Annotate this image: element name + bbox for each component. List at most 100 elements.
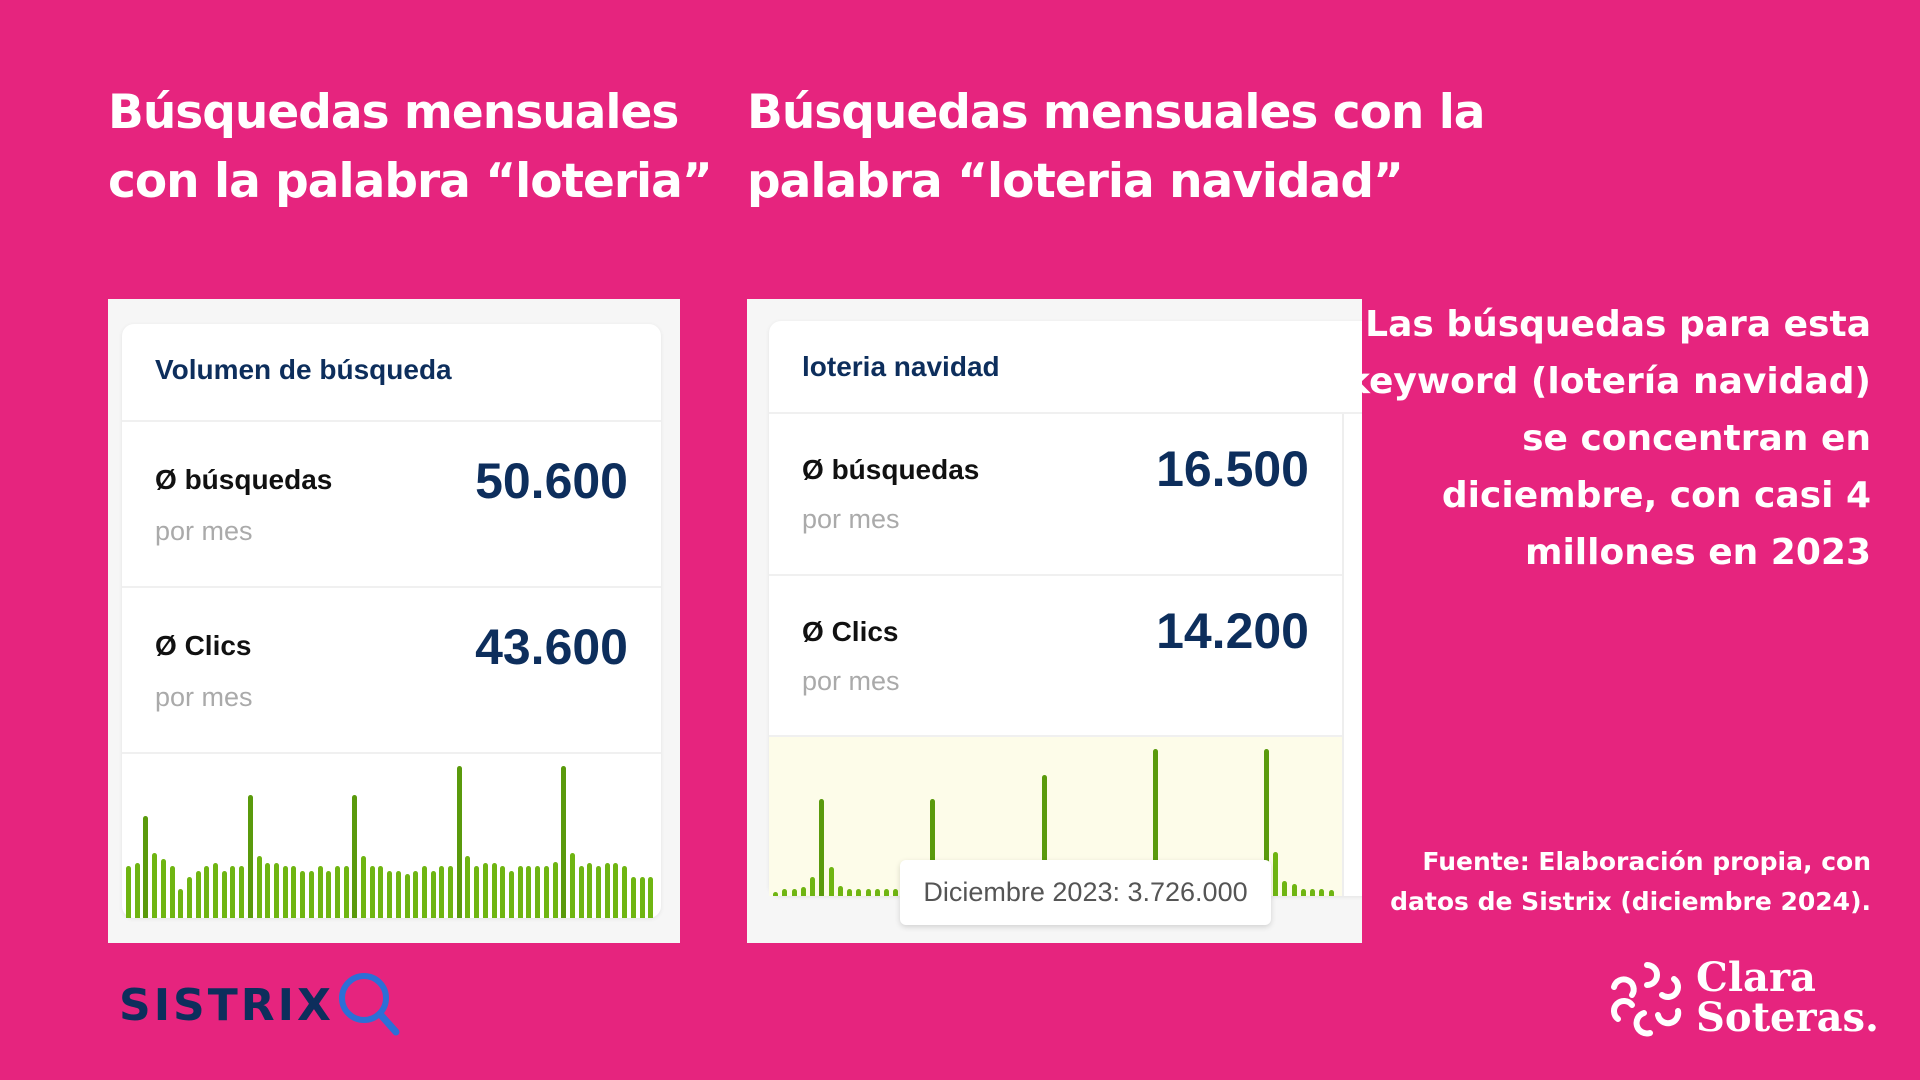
row-sub: por mes	[155, 682, 253, 712]
chart-bar	[791, 888, 797, 896]
chart-bar	[578, 866, 584, 918]
card-header: loteria navidad	[802, 351, 1000, 382]
chart-bar	[326, 870, 332, 918]
chart-bar	[526, 866, 532, 918]
row-value: 43.600	[475, 619, 628, 675]
clara-soteras-logo: Clara Soteras.	[1604, 955, 1879, 1041]
chart-bar	[930, 798, 936, 896]
row-label: Clics	[831, 616, 899, 647]
chart-bar	[430, 870, 436, 918]
chart-bar	[1152, 749, 1158, 896]
row-value: 16.500	[1156, 441, 1309, 497]
sistrix-logo: SISTRIX	[119, 970, 404, 1040]
chart-bar	[204, 866, 210, 918]
flower-icon	[1611, 962, 1682, 1037]
chart-bar	[256, 855, 262, 918]
row-label: búsquedas	[831, 454, 980, 485]
row-sub: por mes	[155, 516, 253, 546]
title-loteria: Búsquedas mensuales con la palabra “loter…	[108, 85, 713, 209]
chart-bar	[491, 863, 497, 918]
chart-bar	[465, 855, 471, 918]
chart-bar	[334, 866, 340, 918]
search-icon	[338, 973, 400, 1036]
chart-bar	[865, 888, 871, 896]
left-screenshot: Volumen de búsqueda Ø búsquedas por mes …	[108, 299, 680, 943]
side-note: Las búsquedas para esta keyword (lotería …	[1346, 304, 1871, 573]
chart-bar	[352, 794, 358, 918]
chart-bar	[856, 888, 862, 896]
chart-bar	[596, 866, 602, 918]
title-loteria-navidad: Búsquedas mensuales con la palabra “loter…	[747, 85, 1486, 209]
chart-bar	[230, 866, 236, 918]
chart-bar	[782, 888, 788, 896]
chart-bar	[300, 870, 306, 918]
chart-bar	[143, 816, 149, 918]
row-label: Clics	[184, 630, 252, 661]
chart-bar	[819, 798, 825, 896]
chart-bar	[648, 876, 654, 918]
chart-bar	[317, 866, 323, 918]
right-screenshot: loteria navidad Ø búsquedas por mes 16.5…	[747, 299, 1362, 943]
chart-bar	[282, 866, 288, 918]
chart-bar	[1041, 775, 1047, 896]
average-icon: Ø	[802, 616, 824, 647]
chart-bar	[1291, 884, 1297, 896]
chart-bar	[273, 863, 279, 918]
chart-bar	[500, 866, 506, 918]
clicks-row: Ø Clics por mes 43.600	[122, 588, 661, 754]
searches-row: Ø búsquedas por mes 50.600	[122, 422, 661, 588]
row-sub: por mes	[802, 504, 900, 534]
chart-bar	[395, 870, 401, 918]
average-icon: Ø	[155, 464, 177, 495]
chart-bar	[569, 852, 575, 918]
chart-bar	[343, 866, 349, 918]
chart-bar	[561, 766, 567, 918]
chart-bar	[1310, 888, 1316, 896]
chart-bar	[613, 863, 619, 918]
chart-bar	[622, 866, 628, 918]
row-label: búsquedas	[184, 464, 333, 495]
chart-bar	[1300, 888, 1306, 896]
chart-bar	[239, 866, 245, 918]
keyword-card: loteria navidad Ø búsquedas por mes 16.5…	[769, 321, 1362, 896]
chart-bar	[404, 873, 410, 918]
chart-bar	[387, 870, 393, 918]
chart-bar	[195, 870, 201, 918]
chart-bar	[1319, 888, 1325, 896]
chart-bar	[1273, 851, 1279, 896]
row-value: 50.600	[475, 453, 628, 509]
chart-bar	[247, 794, 253, 918]
chart-bar	[773, 891, 778, 896]
chart-bar	[630, 876, 636, 918]
chart-bar	[604, 863, 610, 918]
chart-bar	[639, 876, 645, 918]
chart-bar	[587, 863, 593, 918]
chart-bar	[884, 888, 890, 896]
chart-bar	[543, 866, 549, 918]
chart-bar	[800, 887, 806, 896]
chart-bar	[169, 866, 175, 918]
chart-bar	[291, 866, 297, 918]
chart-bar	[509, 870, 515, 918]
chart-bar	[152, 852, 158, 918]
chart-bar	[265, 863, 271, 918]
chart-bar	[448, 866, 454, 918]
chart-bar	[474, 866, 480, 918]
chart-bar	[134, 863, 140, 918]
chart-bar	[126, 866, 131, 918]
chart-bar	[535, 866, 541, 918]
chart-bar	[221, 870, 227, 918]
search-volume-card: Volumen de búsqueda Ø búsquedas por mes …	[122, 324, 661, 918]
average-icon: Ø	[802, 454, 824, 485]
chart-bar	[517, 866, 523, 918]
chart-bar	[413, 870, 419, 918]
chart-bar	[378, 866, 384, 918]
chart-bar	[308, 870, 314, 918]
chart-bar	[456, 766, 462, 918]
chart-bar	[837, 885, 843, 896]
chart-bar	[828, 866, 834, 896]
chart-bar	[160, 858, 166, 918]
chart-bar	[874, 888, 880, 896]
chart-bar	[439, 866, 445, 918]
chart-bar	[482, 863, 488, 918]
